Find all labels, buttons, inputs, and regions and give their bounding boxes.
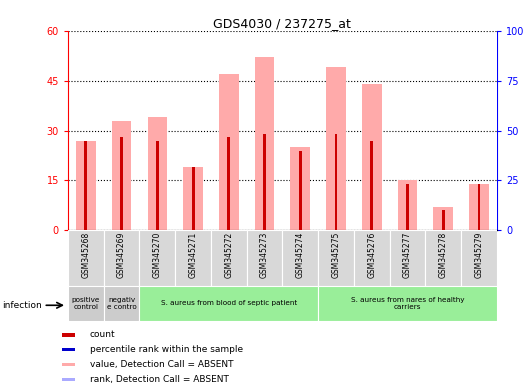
Bar	[247, 230, 282, 286]
Text: GSM345276: GSM345276	[367, 232, 376, 278]
Text: percentile rank within the sample: percentile rank within the sample	[90, 345, 243, 354]
Bar	[326, 67, 346, 230]
Bar	[318, 286, 497, 321]
Bar	[211, 230, 247, 286]
Text: GSM345275: GSM345275	[332, 232, 340, 278]
Bar	[84, 184, 87, 230]
Bar	[477, 179, 481, 230]
Bar	[156, 177, 159, 230]
Bar	[335, 170, 337, 230]
Bar	[318, 230, 354, 286]
Bar	[68, 230, 104, 286]
Bar	[120, 172, 123, 230]
Text: S. aureus from nares of healthy
carriers: S. aureus from nares of healthy carriers	[351, 297, 464, 310]
Bar	[140, 286, 318, 321]
Bar	[299, 187, 302, 230]
Bar	[62, 348, 75, 351]
Bar	[299, 187, 302, 230]
Text: GSM345279: GSM345279	[474, 232, 483, 278]
Bar	[191, 167, 195, 230]
Bar	[62, 333, 75, 336]
Text: rank, Detection Call = ABSENT: rank, Detection Call = ABSENT	[90, 375, 229, 384]
Text: GSM345277: GSM345277	[403, 232, 412, 278]
Text: GSM345272: GSM345272	[224, 232, 233, 278]
Bar	[362, 84, 382, 230]
Text: GSM345278: GSM345278	[439, 232, 448, 278]
Text: GSM345270: GSM345270	[153, 232, 162, 278]
Bar	[397, 180, 417, 230]
Bar	[299, 151, 302, 230]
Bar	[140, 230, 175, 286]
Bar	[335, 170, 337, 230]
Bar	[461, 230, 497, 286]
Bar	[354, 230, 390, 286]
Bar	[425, 230, 461, 286]
Bar	[263, 170, 266, 230]
Bar	[390, 230, 425, 286]
Text: value, Detection Call = ABSENT: value, Detection Call = ABSENT	[90, 360, 233, 369]
Text: GSM345274: GSM345274	[296, 232, 305, 278]
Bar	[290, 147, 310, 230]
Text: negativ
e contro: negativ e contro	[107, 297, 137, 310]
Bar	[263, 134, 266, 230]
Text: count: count	[90, 330, 116, 339]
Bar	[62, 363, 75, 366]
Bar	[255, 57, 275, 230]
Bar	[370, 177, 373, 230]
Bar	[156, 141, 159, 230]
Bar	[62, 378, 75, 381]
Bar	[175, 230, 211, 286]
Bar	[406, 184, 409, 230]
Bar	[120, 172, 123, 230]
Bar	[104, 230, 140, 286]
Text: positive
control: positive control	[72, 297, 100, 310]
Bar	[370, 177, 373, 230]
Bar	[68, 286, 104, 321]
Bar	[434, 207, 453, 230]
Text: S. aureus from blood of septic patient: S. aureus from blood of septic patient	[161, 300, 297, 306]
Bar	[76, 141, 96, 230]
Text: infection: infection	[3, 301, 42, 310]
Bar	[219, 74, 238, 230]
Bar	[477, 184, 481, 230]
Bar	[228, 137, 230, 230]
Bar	[84, 184, 87, 230]
Bar	[120, 137, 123, 230]
Bar	[282, 230, 318, 286]
Bar	[335, 134, 337, 230]
Title: GDS4030 / 237275_at: GDS4030 / 237275_at	[213, 17, 351, 30]
Text: GSM345268: GSM345268	[82, 232, 90, 278]
Bar	[469, 184, 489, 230]
Bar	[84, 141, 87, 230]
Bar	[370, 141, 373, 230]
Text: GSM345269: GSM345269	[117, 232, 126, 278]
Bar	[104, 286, 140, 321]
Text: GSM345271: GSM345271	[189, 232, 198, 278]
Bar	[147, 117, 167, 230]
Bar	[183, 167, 203, 230]
Bar	[112, 121, 131, 230]
Bar	[263, 170, 266, 230]
Text: GSM345273: GSM345273	[260, 232, 269, 278]
Bar	[156, 177, 159, 230]
Bar	[442, 210, 445, 230]
